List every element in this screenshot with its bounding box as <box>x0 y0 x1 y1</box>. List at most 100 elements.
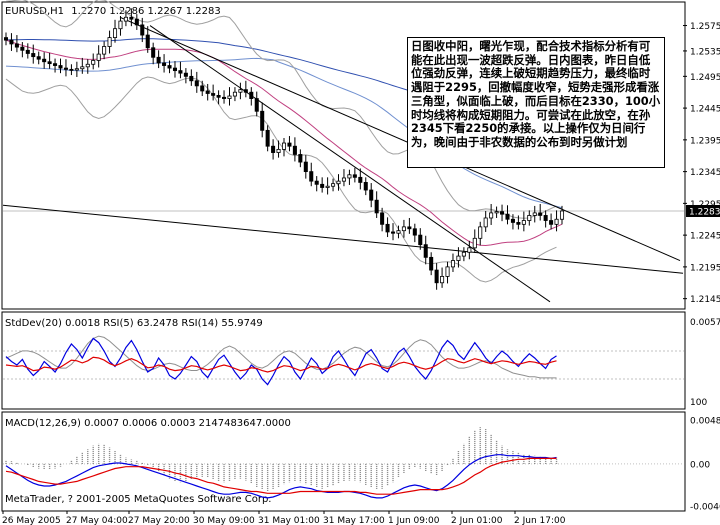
x-tick-label: 30 May 09:00 <box>193 516 255 525</box>
candle-body <box>69 68 74 71</box>
candle-body <box>118 20 123 30</box>
candle-body <box>396 230 401 234</box>
candle-body <box>123 16 128 22</box>
price-tick-label: 1.2535 <box>690 47 720 57</box>
candle-body <box>309 171 314 182</box>
candle-body <box>505 213 510 220</box>
rsi-tick-label: 0.0057 <box>690 318 720 328</box>
trendline-resistance <box>119 16 681 261</box>
price-tick-label: 1.2395 <box>690 136 720 146</box>
candle-body <box>227 95 232 99</box>
candle-body <box>53 63 58 66</box>
candle-body <box>434 269 439 284</box>
candle-body <box>63 67 68 70</box>
candle-body <box>102 46 107 55</box>
candle-body <box>254 98 259 112</box>
candle-body <box>200 85 205 92</box>
candle-body <box>472 237 477 249</box>
candle-body <box>467 247 472 253</box>
candle-body <box>14 43 19 48</box>
candle-body <box>510 218 515 223</box>
candle-body <box>281 142 287 150</box>
y-axis-labels: 1.2575 1.2535 1.2495 1.2445 1.2395 1.2345 1.22… <box>683 22 720 513</box>
candle-body <box>134 18 139 26</box>
candle-body <box>352 174 357 178</box>
price-tick-label: 1.2445 <box>690 105 720 115</box>
rsi-tick-label: 100 <box>690 398 707 408</box>
candle-body <box>500 211 505 215</box>
x-tick-label: 1 Jun 09:00 <box>388 516 440 525</box>
bollinger-lower <box>5 76 557 283</box>
candle-body <box>172 67 177 72</box>
candle-body <box>412 228 417 236</box>
candle-body <box>554 218 559 225</box>
candle-body <box>222 96 227 99</box>
macd-signal-line <box>5 457 557 495</box>
x-tick-label: 27 May 20:00 <box>128 516 190 525</box>
candle-body <box>156 56 161 64</box>
last-price-label: 1.2283 <box>689 207 720 217</box>
candle-body <box>162 62 167 66</box>
candle-body <box>385 223 390 233</box>
candle-body <box>25 49 30 54</box>
candle-body <box>336 180 341 185</box>
macd-tick-label: 0.00 <box>690 460 710 470</box>
candle-body <box>363 182 368 191</box>
macd-plot <box>3 427 684 499</box>
candle-body <box>478 226 483 239</box>
price-tick-label: 1.2245 <box>690 232 720 242</box>
x-tick-label: 2 Jun 17:00 <box>514 516 566 525</box>
candle-body <box>320 183 325 188</box>
candle-body <box>538 212 543 216</box>
rsi14-line <box>5 356 557 373</box>
price-tick-label: 1.2495 <box>690 73 720 83</box>
stddev-line <box>5 335 557 379</box>
candle-body <box>194 80 199 87</box>
candle-body <box>369 189 374 201</box>
candle-body <box>3 37 9 41</box>
rsi-panel <box>1 311 686 410</box>
candle-body <box>113 28 118 38</box>
candle-body <box>521 220 526 225</box>
candle-body <box>292 145 297 155</box>
candle-body <box>183 72 188 77</box>
candle-body <box>107 37 112 47</box>
candle-body <box>461 251 466 257</box>
ma-mid-line <box>5 57 563 209</box>
macd-tick-label: -0.0046 <box>690 503 720 513</box>
candle-body <box>358 176 363 183</box>
candle-body <box>20 46 25 51</box>
x-tick-label: 26 May 2005 <box>2 516 61 525</box>
candle-body <box>549 220 554 225</box>
candle-body <box>429 256 434 271</box>
candle-body <box>238 89 243 93</box>
candle-body <box>85 63 90 68</box>
candle-body <box>276 148 281 153</box>
candle-body <box>489 212 494 219</box>
price-tick-label: 1.2295 <box>690 200 720 210</box>
candle-body <box>260 110 265 131</box>
candle-body <box>47 61 52 65</box>
candle-body <box>167 65 172 69</box>
candle-body <box>36 56 41 60</box>
candle-body <box>450 260 455 268</box>
candle-body <box>265 129 270 147</box>
candle-body <box>423 244 428 258</box>
candle-body <box>216 94 221 98</box>
x-tick-label: 31 May 01:00 <box>258 516 320 525</box>
candle-body <box>314 180 319 185</box>
candle-body <box>243 89 248 93</box>
candle-body <box>42 58 47 63</box>
candle-body <box>271 145 276 153</box>
candle-body <box>380 212 385 225</box>
candle-body <box>543 215 548 221</box>
candle-body <box>303 161 308 173</box>
candle-body <box>391 231 396 234</box>
candle-body <box>445 266 450 277</box>
macd-tick-label: 0.0048 <box>690 416 720 426</box>
x-axis-labels: 26 May 2005 27 May 04:00 27 May 20:00 30 Ma… <box>2 511 566 525</box>
candle-body <box>151 47 156 58</box>
candle-body <box>74 68 79 71</box>
x-tick-label: 27 May 04:00 <box>66 516 128 525</box>
last-price-box <box>686 204 720 217</box>
